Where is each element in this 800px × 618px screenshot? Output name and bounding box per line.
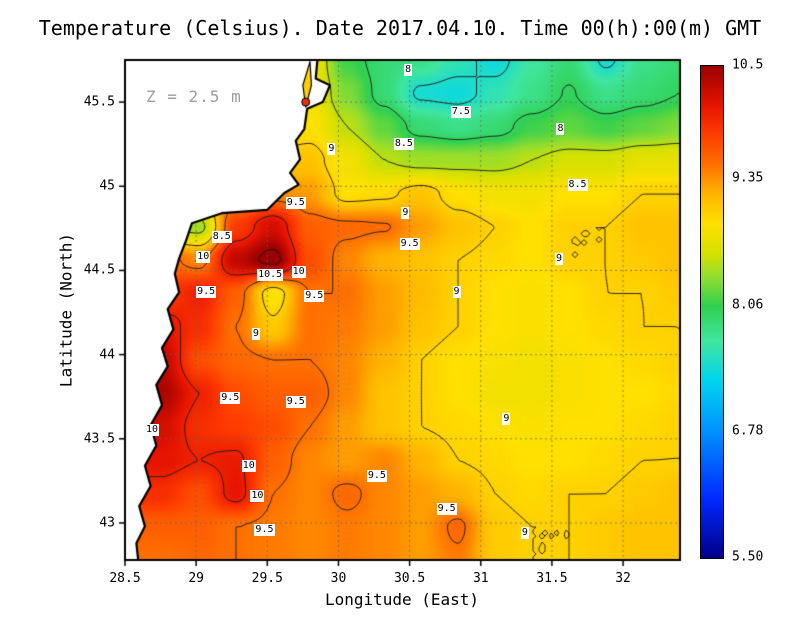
contour-label: 9 bbox=[327, 143, 336, 156]
x-axis-label: Longitude (East) bbox=[324, 590, 480, 609]
x-tick-label: 28.5 bbox=[109, 571, 141, 586]
contour-label: 8.5 bbox=[567, 178, 588, 191]
x-tick-label: 29 bbox=[188, 571, 204, 586]
contour-label: 9 bbox=[401, 207, 410, 220]
contour-label: 9.5 bbox=[304, 289, 325, 302]
y-tick-label: 44.5 bbox=[83, 262, 115, 278]
contour-label: 9 bbox=[452, 286, 461, 299]
contour-label: 9.5 bbox=[254, 523, 275, 536]
contour-label: 9.5 bbox=[196, 286, 217, 299]
colorbar bbox=[700, 65, 724, 559]
contour-label: 7.5 bbox=[450, 106, 471, 119]
contour-label: 9 bbox=[502, 412, 511, 425]
colorbar-tick-label: 8.06 bbox=[732, 297, 764, 313]
contour-label: 10 bbox=[196, 250, 211, 263]
y-tick-label: 45.5 bbox=[83, 94, 115, 110]
y-tick-label: 43 bbox=[99, 515, 115, 531]
contour-label: 9.5 bbox=[436, 503, 457, 516]
contour-label: 8.5 bbox=[393, 138, 414, 151]
contour-label: 9 bbox=[251, 328, 260, 341]
contour-label: 10 bbox=[145, 424, 160, 437]
depth-annotation: Z = 2.5 m bbox=[146, 87, 242, 106]
colorbar-tick-label: 6.78 bbox=[732, 423, 764, 439]
x-tick-label: 30.5 bbox=[393, 571, 426, 586]
y-tick-label: 43.5 bbox=[83, 431, 115, 447]
temperature-map-canvas bbox=[117, 52, 688, 568]
contour-label: 9 bbox=[520, 527, 529, 540]
contour-label: 10.5 bbox=[257, 269, 284, 282]
contour-label: 9.5 bbox=[285, 197, 306, 210]
contour-label: 10 bbox=[250, 490, 265, 503]
contour-label: 9.5 bbox=[399, 237, 420, 250]
x-tick-label: 31.5 bbox=[536, 571, 568, 586]
y-tick-label: 45 bbox=[99, 178, 115, 194]
contour-label: 9.5 bbox=[366, 469, 387, 482]
colorbar-tick-label: 9.35 bbox=[732, 170, 764, 186]
y-axis-label: Latitude (North) bbox=[56, 232, 76, 388]
contour-label: 9 bbox=[555, 252, 564, 265]
contour-label: 9.5 bbox=[285, 395, 306, 408]
contour-label: 10 bbox=[291, 266, 306, 279]
x-tick-label: 30 bbox=[330, 571, 347, 586]
plot-title: Temperature (Celsius). Date 2017.04.10. … bbox=[38, 16, 762, 40]
colorbar-tick-label: 5.50 bbox=[732, 549, 764, 565]
contour-label: 8.5 bbox=[211, 230, 232, 243]
x-tick-label: 31 bbox=[472, 571, 489, 586]
y-tick-label: 44 bbox=[99, 347, 115, 363]
colorbar-tick-label: 10.5 bbox=[732, 57, 764, 73]
contour-label: 9.5 bbox=[220, 392, 241, 405]
contour-label: 8 bbox=[404, 64, 413, 77]
x-tick-label: 32 bbox=[615, 571, 631, 586]
contour-label: 8 bbox=[556, 123, 565, 136]
x-tick-label: 29.5 bbox=[251, 571, 283, 586]
contour-label: 10 bbox=[241, 459, 256, 472]
